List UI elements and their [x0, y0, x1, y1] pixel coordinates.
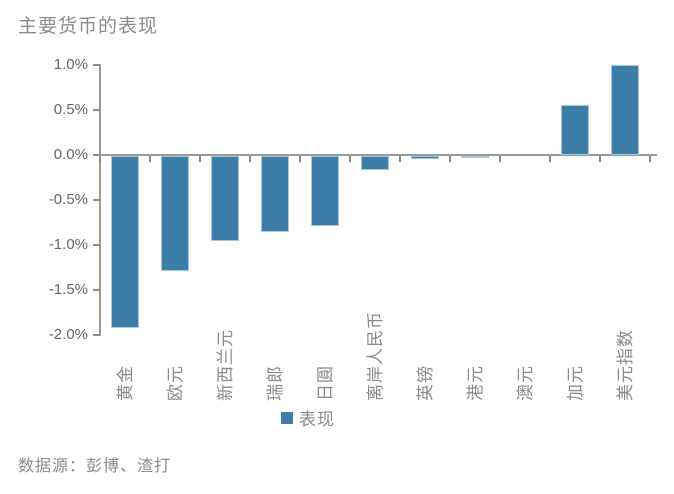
x-axis-tick [399, 156, 401, 162]
bar [411, 156, 439, 159]
bar [211, 156, 239, 241]
x-axis-label: 离岸人民币 [366, 311, 385, 401]
x-axis-tick [199, 156, 201, 162]
legend-swatch-icon [281, 411, 293, 424]
y-axis-line [99, 64, 101, 336]
bar [611, 65, 639, 155]
source-note: 数据源：彭博、渣打 [18, 458, 172, 475]
x-axis-label: 黄金 [116, 365, 135, 401]
y-axis-label: -1.5% [48, 281, 88, 298]
bar [361, 156, 389, 170]
x-axis-tick [499, 156, 501, 162]
y-axis-label: -2.0% [48, 326, 88, 343]
y-axis-tick [93, 154, 100, 156]
bar [561, 105, 589, 155]
bar [261, 156, 289, 232]
y-axis-label: 0.0% [53, 146, 88, 163]
x-axis-tick [249, 156, 251, 162]
y-axis-label: -1.0% [48, 236, 88, 253]
x-axis-label: 港元 [466, 365, 485, 401]
x-axis-tick [549, 156, 551, 162]
x-axis-label: 加元 [566, 365, 585, 401]
bar [161, 156, 189, 271]
x-axis-tick [449, 156, 451, 162]
y-axis-tick [93, 199, 100, 201]
x-axis-label: 新西兰元 [216, 329, 235, 401]
y-axis-label: -0.5% [48, 191, 88, 208]
x-axis-label: 澳元 [516, 365, 535, 401]
x-axis-tick [649, 156, 651, 162]
y-axis-tick [93, 244, 100, 246]
bar [311, 156, 339, 226]
x-axis-label: 欧元 [166, 365, 185, 401]
y-axis-tick [93, 64, 100, 66]
x-axis-tick [99, 156, 101, 162]
chart-title: 主要货币的表现 [18, 16, 159, 37]
x-axis-tick [149, 156, 151, 162]
x-axis-tick [599, 156, 601, 162]
x-axis-label: 瑞郎 [266, 365, 285, 401]
bar [111, 156, 139, 328]
x-axis-label: 美元指数 [616, 329, 635, 401]
x-axis-tick [299, 156, 301, 162]
legend-label: 表现 [299, 410, 335, 429]
x-axis-label: 日圓 [316, 365, 335, 401]
bar [461, 156, 489, 158]
x-axis-label: 英镑 [416, 365, 435, 401]
y-axis-tick [93, 334, 100, 336]
y-axis-tick [93, 289, 100, 291]
legend: 表现 [281, 405, 335, 430]
y-axis-label: 1.0% [53, 56, 88, 73]
y-axis-label: 0.5% [53, 101, 88, 118]
x-axis-line [99, 154, 657, 156]
x-axis-tick [349, 156, 351, 162]
y-axis-tick [93, 109, 100, 111]
